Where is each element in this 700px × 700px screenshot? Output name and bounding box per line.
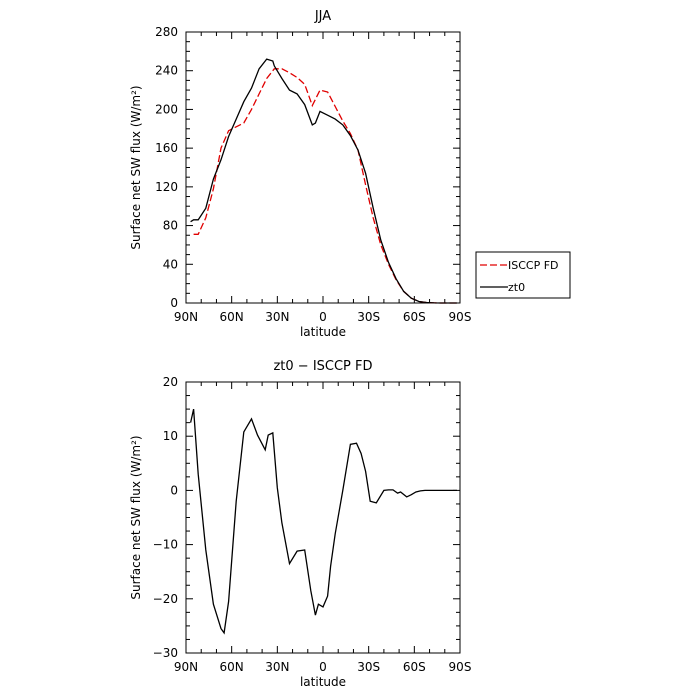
x-tick-label: 30S: [357, 660, 380, 674]
top-panel: JJA 90N 60N 30N 0 30S 60S 90S 0 40 80 120 160 200 240 2…: [129, 9, 571, 339]
y-tick-label: −10: [153, 538, 178, 552]
y-axis-label: Surface net SW flux (W/m²): [129, 435, 143, 599]
y-axis-label: Surface net SW flux (W/m²): [129, 85, 143, 249]
y-tick-label: 120: [155, 180, 178, 194]
y-tick-label: 280: [155, 25, 178, 39]
x-tick-label: 60N: [220, 310, 244, 324]
x-tick-label: 60N: [220, 660, 244, 674]
y-tick-label: 240: [155, 64, 178, 78]
y-tick-label: 0: [170, 296, 178, 310]
bottom-panel: zt0 − ISCCP FD 90N 60N 30N 0 30S 60S 90S −30 −20 −…: [129, 359, 471, 689]
y-tick-label: −30: [153, 646, 178, 660]
y-tick-label: 80: [163, 219, 178, 233]
y-tick-label: 40: [163, 257, 178, 271]
x-tick-label: 60S: [403, 310, 426, 324]
x-tick-label: 0: [319, 310, 327, 324]
x-tick-label: 90S: [449, 660, 472, 674]
legend-box: [475, 251, 571, 299]
series-line-0: [189, 408, 457, 635]
y-tick-label: 160: [155, 141, 178, 155]
legend-label: ISCCP FD: [508, 259, 559, 272]
x-tick-label: 0: [319, 660, 327, 674]
y-tick-label: 0: [170, 483, 178, 497]
legend: ISCCP FD zt0: [475, 251, 571, 299]
x-tick-label: 90N: [174, 660, 198, 674]
x-tick-label: 30S: [357, 310, 380, 324]
series-line-zt0: [190, 58, 457, 304]
x-tick-label: 90S: [449, 310, 472, 324]
chart-title: zt0 − ISCCP FD: [273, 359, 372, 374]
plot-frame: [185, 31, 461, 304]
y-tick-label: 20: [163, 375, 178, 389]
legend-label: zt0: [508, 281, 525, 294]
chart-title: JJA: [314, 9, 331, 24]
x-tick-label: 60S: [403, 660, 426, 674]
y-tick-label: 10: [163, 429, 178, 443]
y-tick-label: −20: [153, 592, 178, 606]
series-line-isccp-fd: [193, 68, 457, 304]
x-tick-label: 30N: [265, 660, 289, 674]
y-tick-label: 200: [155, 102, 178, 116]
x-tick-label: 90N: [174, 310, 198, 324]
x-axis-label: latitude: [300, 325, 346, 339]
x-axis-label: latitude: [300, 675, 346, 689]
x-tick-label: 30N: [265, 310, 289, 324]
